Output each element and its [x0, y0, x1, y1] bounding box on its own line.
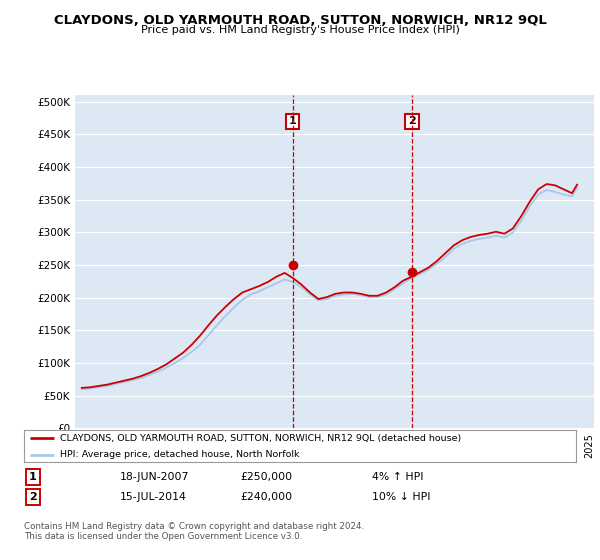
Text: HPI: Average price, detached house, North Norfolk: HPI: Average price, detached house, Nort… — [60, 450, 299, 459]
Text: 18-JUN-2007: 18-JUN-2007 — [120, 472, 190, 482]
Text: 4% ↑ HPI: 4% ↑ HPI — [372, 472, 424, 482]
Text: 15-JUL-2014: 15-JUL-2014 — [120, 492, 187, 502]
Text: Contains HM Land Registry data © Crown copyright and database right 2024.
This d: Contains HM Land Registry data © Crown c… — [24, 522, 364, 542]
Text: 2: 2 — [408, 116, 416, 127]
Text: 1: 1 — [29, 472, 37, 482]
Text: CLAYDONS, OLD YARMOUTH ROAD, SUTTON, NORWICH, NR12 9QL: CLAYDONS, OLD YARMOUTH ROAD, SUTTON, NOR… — [53, 14, 547, 27]
Text: 1: 1 — [289, 116, 296, 127]
Text: Price paid vs. HM Land Registry's House Price Index (HPI): Price paid vs. HM Land Registry's House … — [140, 25, 460, 35]
Text: £250,000: £250,000 — [240, 472, 292, 482]
Text: 10% ↓ HPI: 10% ↓ HPI — [372, 492, 431, 502]
Text: CLAYDONS, OLD YARMOUTH ROAD, SUTTON, NORWICH, NR12 9QL (detached house): CLAYDONS, OLD YARMOUTH ROAD, SUTTON, NOR… — [60, 434, 461, 443]
Text: £240,000: £240,000 — [240, 492, 292, 502]
Text: 2: 2 — [29, 492, 37, 502]
